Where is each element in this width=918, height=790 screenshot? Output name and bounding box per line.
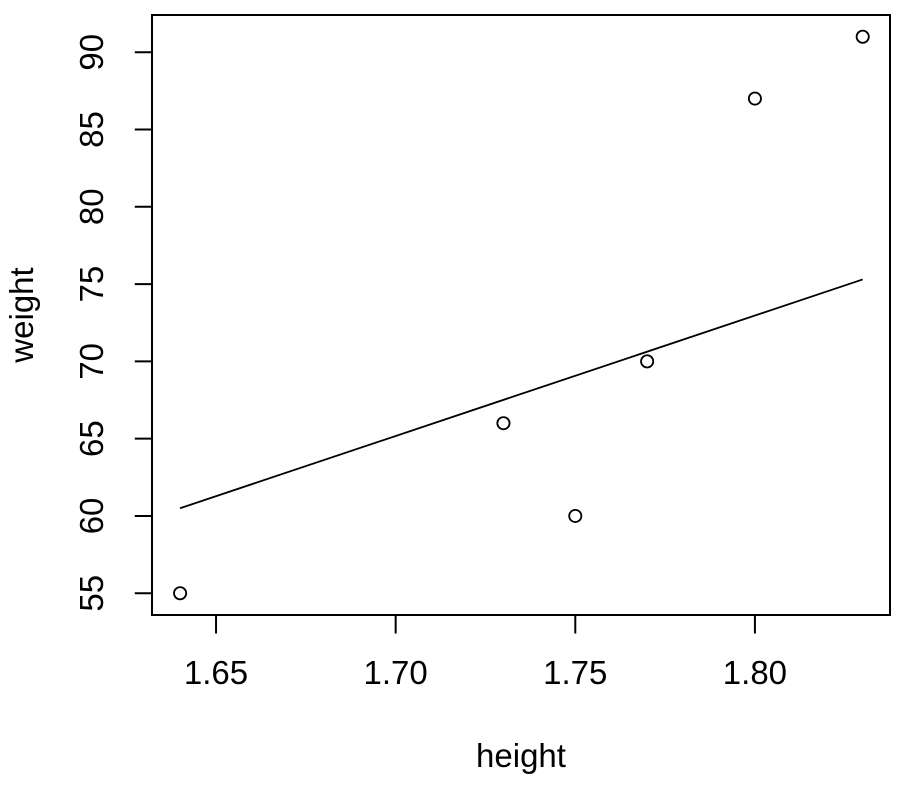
- data-point: [855, 29, 870, 44]
- data-points: [173, 29, 870, 601]
- x-tick-label: 1.65: [184, 654, 248, 691]
- x-tick-label: 1.75: [543, 654, 607, 691]
- x-axis-title: height: [476, 737, 566, 774]
- y-tick-label: 80: [73, 188, 110, 225]
- x-tick-label: 1.80: [723, 654, 787, 691]
- y-tick-label: 90: [73, 34, 110, 71]
- y-tick-label: 55: [73, 575, 110, 612]
- data-point: [747, 91, 762, 106]
- data-point: [568, 508, 583, 523]
- fit-line-group: [179, 278, 863, 510]
- y-tick-label: 70: [73, 343, 110, 380]
- x-tick-label: 1.70: [364, 654, 428, 691]
- y-tick-label: 65: [73, 420, 110, 457]
- y-axis-ticks: 55 60 65 70 75 80 85 90: [73, 34, 153, 612]
- fit-line: [179, 278, 863, 510]
- y-axis-title: weight: [3, 267, 40, 363]
- x-axis-ticks: 1.65 1.70 1.75 1.80: [184, 615, 787, 691]
- y-tick-label: 85: [73, 111, 110, 148]
- y-tick-label: 60: [73, 498, 110, 535]
- data-point: [173, 586, 188, 601]
- data-point: [640, 354, 655, 369]
- data-point: [496, 416, 511, 431]
- y-tick-label: 75: [73, 266, 110, 303]
- plot-border: [151, 14, 891, 616]
